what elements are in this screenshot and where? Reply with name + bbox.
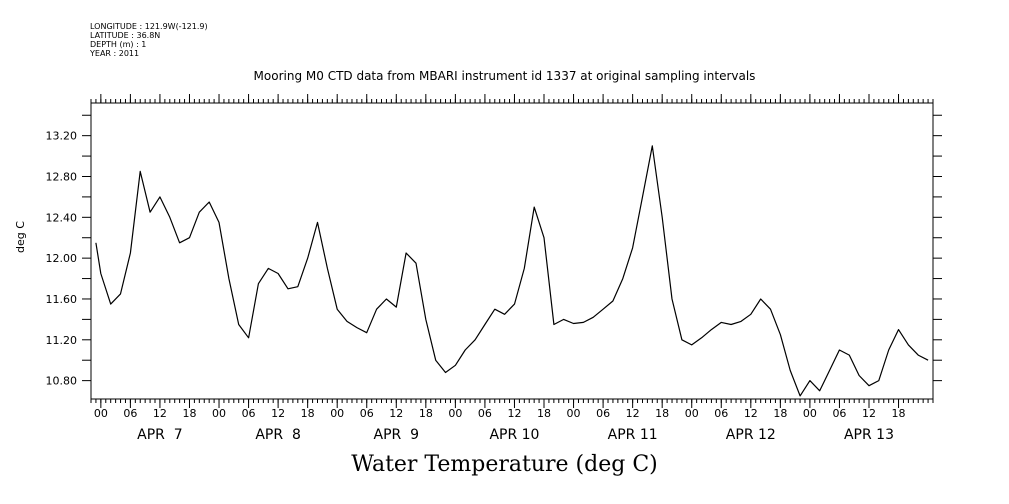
x-hour-label: 00 (685, 407, 699, 420)
x-hour-label: 00 (330, 407, 344, 420)
x-hour-label: 12 (744, 407, 758, 420)
x-hour-label: 00 (448, 407, 462, 420)
x-day-label: APR 7 (137, 427, 183, 443)
y-tick-label: 11.60 (46, 293, 78, 306)
latitude-label: LATITUDE : 36.8N (90, 31, 161, 40)
y-tick-label: 12.80 (46, 170, 78, 183)
x-hour-label: 12 (507, 407, 521, 420)
x-hour-label: 06 (596, 407, 610, 420)
x-day-label: APR 13 (844, 427, 894, 443)
x-day-label: APR 8 (255, 427, 301, 443)
y-tick-label: 11.20 (46, 334, 78, 347)
plot-frame (90, 102, 934, 400)
y-tick-label: 12.00 (46, 252, 78, 265)
x-hour-label: 12 (389, 407, 403, 420)
x-hour-label: 06 (832, 407, 846, 420)
x-hour-label: 18 (419, 407, 433, 420)
x-hour-label: 18 (892, 407, 906, 420)
x-hour-label: 06 (123, 407, 137, 420)
x-hour-label: 06 (360, 407, 374, 420)
x-hour-label: 18 (773, 407, 787, 420)
x-hour-label: 12 (153, 407, 167, 420)
x-hour-label: 12 (626, 407, 640, 420)
x-hour-label: 18 (655, 407, 669, 420)
temperature-line (95, 145, 929, 397)
x-hour-label: 00 (803, 407, 817, 420)
x-day-label: APR 12 (726, 427, 776, 443)
x-hour-label: 18 (537, 407, 551, 420)
x-axis-title: Water Temperature (deg C) (351, 452, 658, 477)
x-hour-label: 00 (94, 407, 108, 420)
x-day-label: APR 9 (374, 427, 420, 443)
year-label: YEAR : 2011 (90, 49, 140, 58)
x-hour-label: 12 (271, 407, 285, 420)
x-hour-label: 06 (714, 407, 728, 420)
y-tick-label: 13.20 (46, 130, 78, 143)
x-hour-label: 06 (242, 407, 256, 420)
y-tick-label: 10.80 (46, 375, 78, 388)
x-hour-label: 18 (301, 407, 315, 420)
x-hour-label: 12 (862, 407, 876, 420)
x-hour-label: 18 (182, 407, 196, 420)
y-tick-label: 12.40 (46, 211, 78, 224)
x-hour-label: 00 (567, 407, 581, 420)
x-day-label: APR 10 (489, 427, 539, 443)
x-hour-label: 06 (478, 407, 492, 420)
x-hour-label: 00 (212, 407, 226, 420)
longitude-label: LONGITUDE : 121.9W(-121.9) (90, 22, 208, 31)
x-day-label: APR 11 (608, 427, 658, 443)
chart-title: Mooring M0 CTD data from MBARI instrumen… (253, 69, 756, 83)
depth-label: DEPTH (m) : 1 (90, 40, 147, 49)
